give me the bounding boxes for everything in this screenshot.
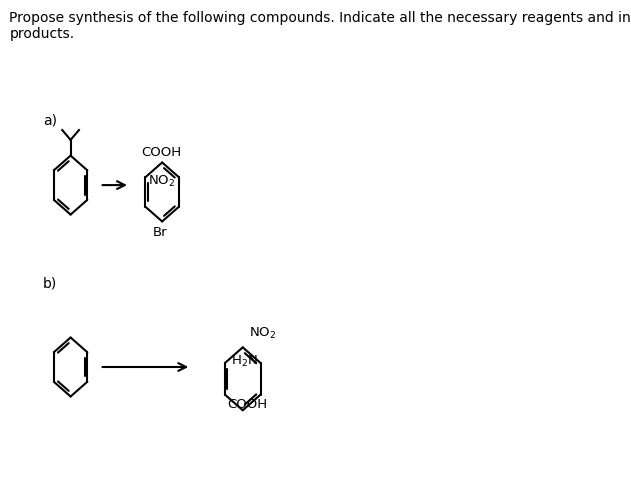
Text: a): a) [43,113,57,127]
Text: H$_2$N: H$_2$N [231,354,258,369]
Text: COOH: COOH [141,146,181,159]
Text: Br: Br [152,227,167,240]
Text: NO$_2$: NO$_2$ [249,326,276,341]
Text: Propose synthesis of the following compounds. Indicate all the necessary reagent: Propose synthesis of the following compo… [9,11,631,41]
Text: b): b) [43,276,57,290]
Text: COOH: COOH [227,399,268,412]
Text: NO$_2$: NO$_2$ [148,174,175,189]
